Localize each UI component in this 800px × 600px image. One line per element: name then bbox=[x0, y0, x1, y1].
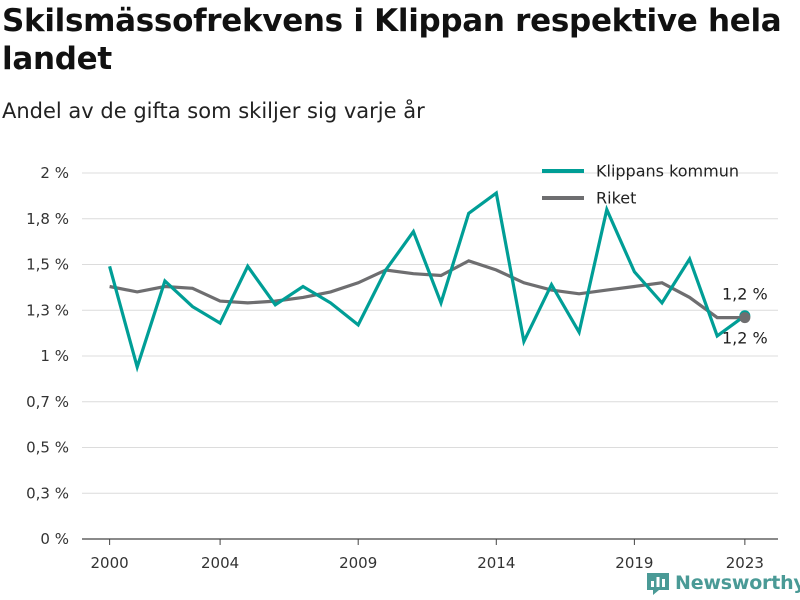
brand-name: Newsworthy bbox=[675, 572, 800, 594]
legend-label-riket: Riket bbox=[596, 189, 636, 208]
newsworthy-logo-icon bbox=[647, 573, 669, 595]
end-label-klippan: 1,2 % bbox=[722, 285, 768, 304]
y-tick-label: 1,8 % bbox=[26, 210, 69, 228]
y-tick-label: 0,5 % bbox=[26, 439, 69, 457]
y-tick-label: 2 % bbox=[40, 164, 69, 182]
y-tick-label: 1,5 % bbox=[26, 256, 69, 274]
x-tick-label: 2009 bbox=[339, 554, 377, 572]
x-tick-label: 2019 bbox=[615, 554, 653, 572]
newsworthy-brand[interactable]: Newsworthy bbox=[645, 570, 800, 596]
series-line-riket bbox=[109, 259, 745, 320]
x-tick-label: 2004 bbox=[201, 554, 239, 572]
chart-title: Skilsmässofrekvens i Klippan respektive … bbox=[2, 3, 782, 77]
y-tick-label: 1,3 % bbox=[26, 301, 69, 319]
x-tick-label: 2000 bbox=[91, 554, 129, 572]
end-point-riket bbox=[739, 312, 751, 324]
x-tick-label: 2023 bbox=[726, 554, 764, 572]
end-label-riket: 1,2 % bbox=[722, 329, 768, 348]
x-tick-label: 2014 bbox=[477, 554, 515, 572]
y-tick-label: 1 % bbox=[40, 347, 69, 365]
y-tick-label: 0 % bbox=[40, 530, 69, 548]
legend-label-klippan: Klippans kommun bbox=[596, 162, 739, 181]
y-tick-label: 0,7 % bbox=[26, 393, 69, 411]
series-line-klippan bbox=[108, 190, 746, 373]
y-tick-label: 0,3 % bbox=[26, 484, 69, 502]
chart-subtitle: Andel av de gifta som skiljer sig varje … bbox=[2, 99, 425, 123]
